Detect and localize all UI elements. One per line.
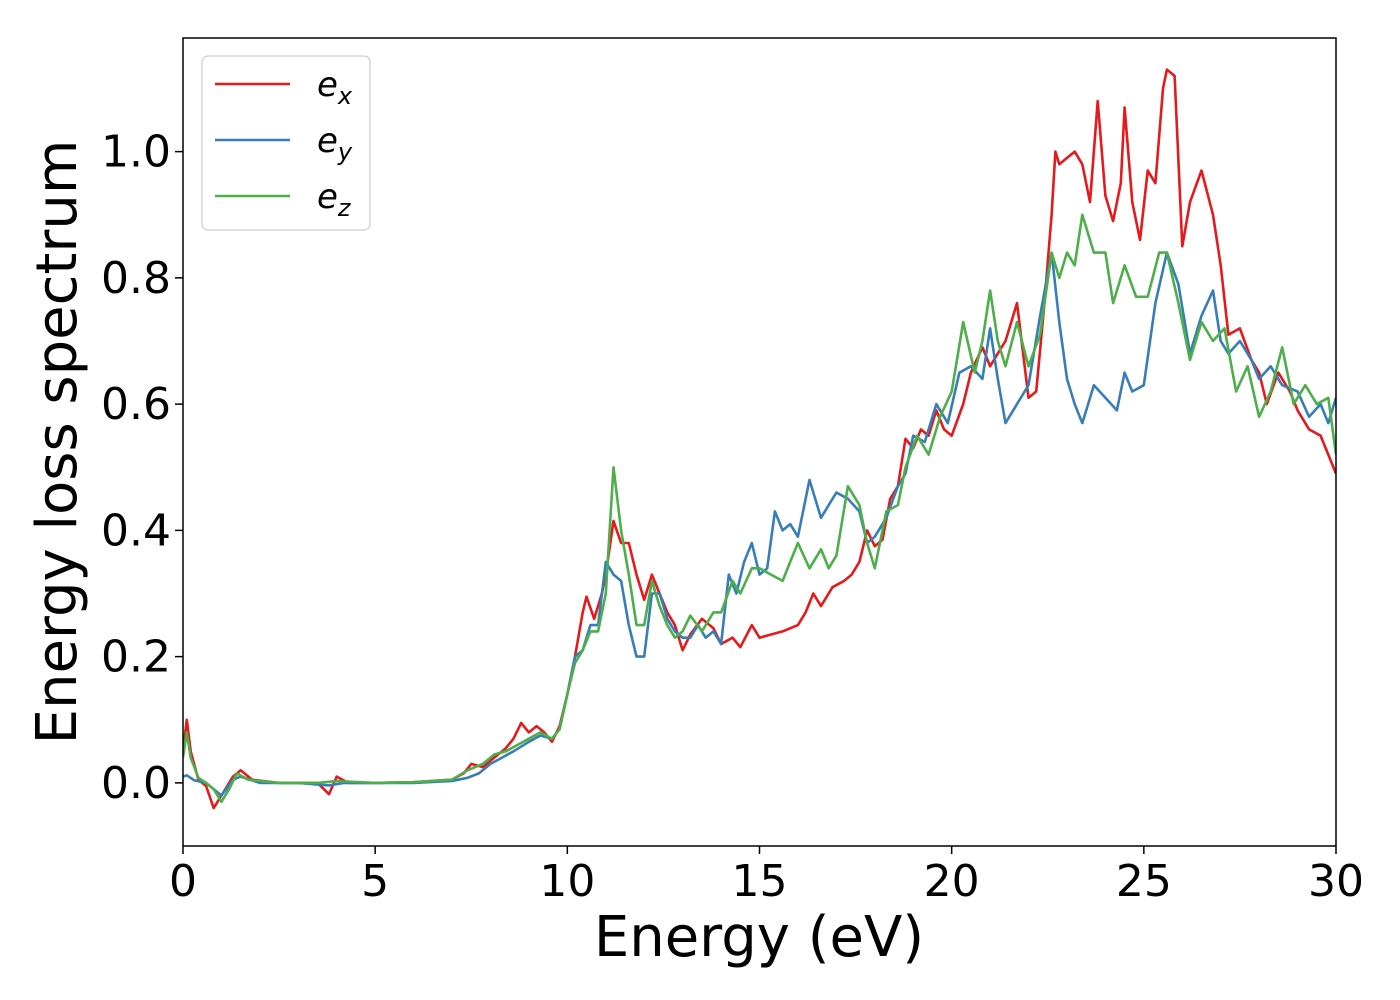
x-tick-label: 25	[1116, 856, 1172, 907]
y-tick-label: 0.6	[101, 379, 171, 430]
x-tick-label: 30	[1308, 856, 1364, 907]
series-line-z	[183, 213, 1336, 804]
x-tick-label: 15	[732, 856, 788, 907]
legend-label-x: ex	[317, 65, 353, 110]
legend-box	[201, 55, 371, 231]
series-line-y	[183, 251, 1336, 797]
x-axis-ticks: 0 5 10 15 20 25 30	[169, 846, 1364, 907]
y-tick-label: 1.0	[101, 127, 171, 178]
series-line-x	[183, 68, 1336, 810]
legend: ex ey ez	[201, 55, 371, 231]
legend-label-z: ez	[317, 177, 352, 222]
x-axis-title: Energy (eV)	[594, 905, 924, 970]
y-axis-ticks: 0.0 0.2 0.4 0.6 0.8 1.0	[101, 127, 183, 809]
x-tick-label: 20	[924, 856, 980, 907]
legend-label-y: ey	[317, 121, 353, 166]
y-axis-title: Energy loss spectrum	[25, 140, 90, 745]
x-tick-label: 5	[361, 856, 389, 907]
y-tick-label: 0.2	[101, 632, 171, 683]
y-tick-label: 0.8	[101, 253, 171, 304]
y-tick-label: 0.4	[101, 505, 171, 556]
series-layer	[183, 68, 1336, 810]
x-tick-label: 0	[169, 856, 197, 907]
x-tick-label: 10	[539, 856, 595, 907]
y-tick-label: 0.0	[101, 758, 171, 809]
